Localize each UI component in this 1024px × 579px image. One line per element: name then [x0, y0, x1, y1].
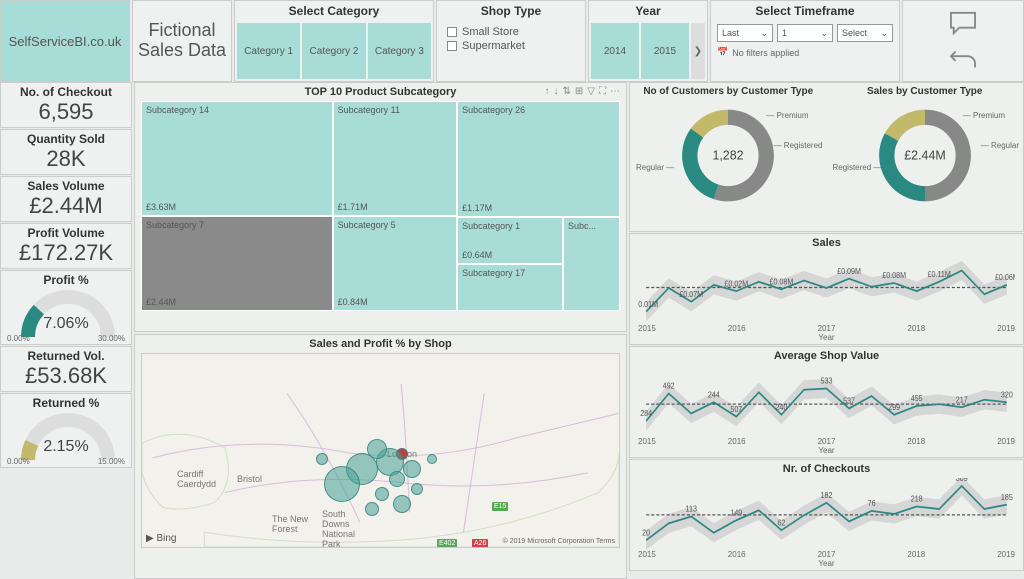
timeframe-nofilters: 📅No filters applied	[711, 45, 899, 60]
svg-text:218: 218	[911, 494, 923, 504]
svg-text:182: 182	[821, 490, 833, 500]
timeframe-slicer[interactable]: Select Timeframe Last⌄1⌄Select⌄ 📅No filt…	[710, 0, 900, 82]
donut-sales[interactable]: Sales by Customer Type £2.44M — Premium …	[827, 83, 1024, 231]
shoptype-option[interactable]: Supermarket	[447, 39, 575, 53]
sort-desc-icon: ↓	[554, 86, 559, 97]
svg-text:£2.44M: £2.44M	[904, 148, 945, 162]
year-slicer[interactable]: Year 20142015❯	[588, 0, 708, 82]
svg-text:62: 62	[777, 518, 785, 528]
svg-text:455: 455	[911, 394, 923, 404]
kpi-salesvol: Sales Volume£2.44M	[0, 176, 132, 222]
filter-icon: ▽	[587, 86, 595, 97]
shoptype-option[interactable]: Small Store	[447, 25, 575, 39]
timeframe-select[interactable]: Select⌄	[837, 24, 893, 42]
spark-avg[interactable]: Average Shop Value 284492244507240533537…	[629, 346, 1024, 458]
year-next-icon[interactable]: ❯	[691, 23, 705, 79]
svg-text:£0.07M: £0.07M	[679, 289, 703, 299]
svg-text:£0.01M: £0.01M	[638, 299, 658, 309]
svg-text:320: 320	[1001, 390, 1013, 400]
year-option[interactable]: 2014	[591, 23, 639, 79]
svg-text:244: 244	[708, 390, 720, 400]
category-option[interactable]: Category 3	[368, 23, 431, 79]
svg-text:284: 284	[640, 409, 652, 419]
focus-icon: ⛶	[599, 86, 606, 97]
bing-logo: ▶ Bing	[146, 533, 176, 544]
kpi-retpct: Returned % 2.15% 0.00%15.00%	[0, 393, 132, 468]
svg-text:533: 533	[821, 376, 833, 386]
svg-text:£0.11M: £0.11M	[928, 269, 951, 279]
donuts-panel: No of Customers by Customer Type 1,282 —…	[629, 82, 1024, 232]
expand-icon: ⊞	[575, 86, 583, 97]
svg-text:507: 507	[730, 404, 742, 414]
kpi-qty: Quantity Sold28K	[0, 129, 132, 175]
category-slicer[interactable]: Select Category Category 1Category 2Cate…	[234, 0, 434, 82]
svg-text:£0.09M: £0.09M	[837, 266, 861, 276]
svg-text:1,282: 1,282	[713, 148, 744, 162]
svg-text:492: 492	[663, 381, 675, 391]
category-option[interactable]: Category 2	[302, 23, 365, 79]
svg-text:20: 20	[642, 528, 651, 538]
drill-icon: ⇅	[563, 86, 571, 97]
svg-text:240: 240	[775, 402, 787, 412]
treemap-visual[interactable]: TOP 10 Product Subcategory ↑↓ ⇅⊞ ▽⛶ ⋯ Su…	[134, 82, 627, 332]
visual-toolbar[interactable]: ↑ ↓ ⇅ ⊞ ▽ ⛶ ⋯	[545, 86, 620, 97]
spark-sales[interactable]: Sales £0.01M£0.07M£0.02M£0.08M£0.09M£0.0…	[629, 233, 1024, 345]
svg-text:113: 113	[686, 504, 697, 514]
category-slicer-header: Select Category	[235, 1, 433, 21]
shoptype-slicer-header: Shop Type	[437, 1, 585, 21]
svg-text:217: 217	[956, 395, 968, 405]
brand-logo: SelfServiceBI.co.uk	[0, 0, 130, 82]
more-icon: ⋯	[610, 86, 620, 97]
year-option[interactable]: 2015	[641, 23, 689, 79]
timeframe-slicer-header: Select Timeframe	[711, 1, 899, 21]
svg-text:£0.06M: £0.06M	[995, 273, 1015, 283]
kpi-profitpct: Profit % 7.06% 0.00%30.00%	[0, 270, 132, 345]
svg-text:£0.08M: £0.08M	[882, 271, 906, 281]
svg-text:185: 185	[1001, 492, 1013, 502]
svg-text:309: 309	[956, 478, 968, 483]
undo-icon[interactable]	[948, 46, 978, 72]
kpi-retvol: Returned Vol.£53.68K	[0, 346, 132, 392]
map-title: Sales and Profit % by Shop	[135, 335, 626, 353]
map-visual[interactable]: Sales and Profit % by Shop ▶ Bing © 2019…	[134, 334, 627, 579]
spark-checkouts[interactable]: Nr. of Checkouts 20113149621827621830918…	[629, 459, 1024, 571]
svg-text:£0.08M: £0.08M	[770, 277, 794, 287]
map-credit: © 2019 Microsoft Corporation Terms	[503, 538, 615, 545]
dashboard-title: Fictional Sales Data	[132, 0, 232, 82]
timeframe-select[interactable]: Last⌄	[717, 24, 773, 42]
sort-asc-icon: ↑	[545, 86, 550, 97]
svg-text:149: 149	[730, 508, 742, 518]
svg-text:537: 537	[843, 396, 855, 406]
donut-customers[interactable]: No of Customers by Customer Type 1,282 —…	[630, 83, 827, 231]
comment-icon[interactable]	[948, 10, 978, 36]
shoptype-slicer[interactable]: Shop Type Small StoreSupermarket	[436, 0, 586, 82]
category-option[interactable]: Category 1	[237, 23, 300, 79]
svg-text:299: 299	[888, 402, 900, 412]
svg-text:76: 76	[868, 499, 876, 509]
year-slicer-header: Year	[589, 1, 707, 21]
svg-text:£0.02M: £0.02M	[724, 279, 748, 289]
timeframe-select[interactable]: 1⌄	[777, 24, 833, 42]
kpi-profitvol: Profit Volume£172.27K	[0, 223, 132, 269]
kpi-checkout: No. of Checkout6,595	[0, 82, 132, 128]
